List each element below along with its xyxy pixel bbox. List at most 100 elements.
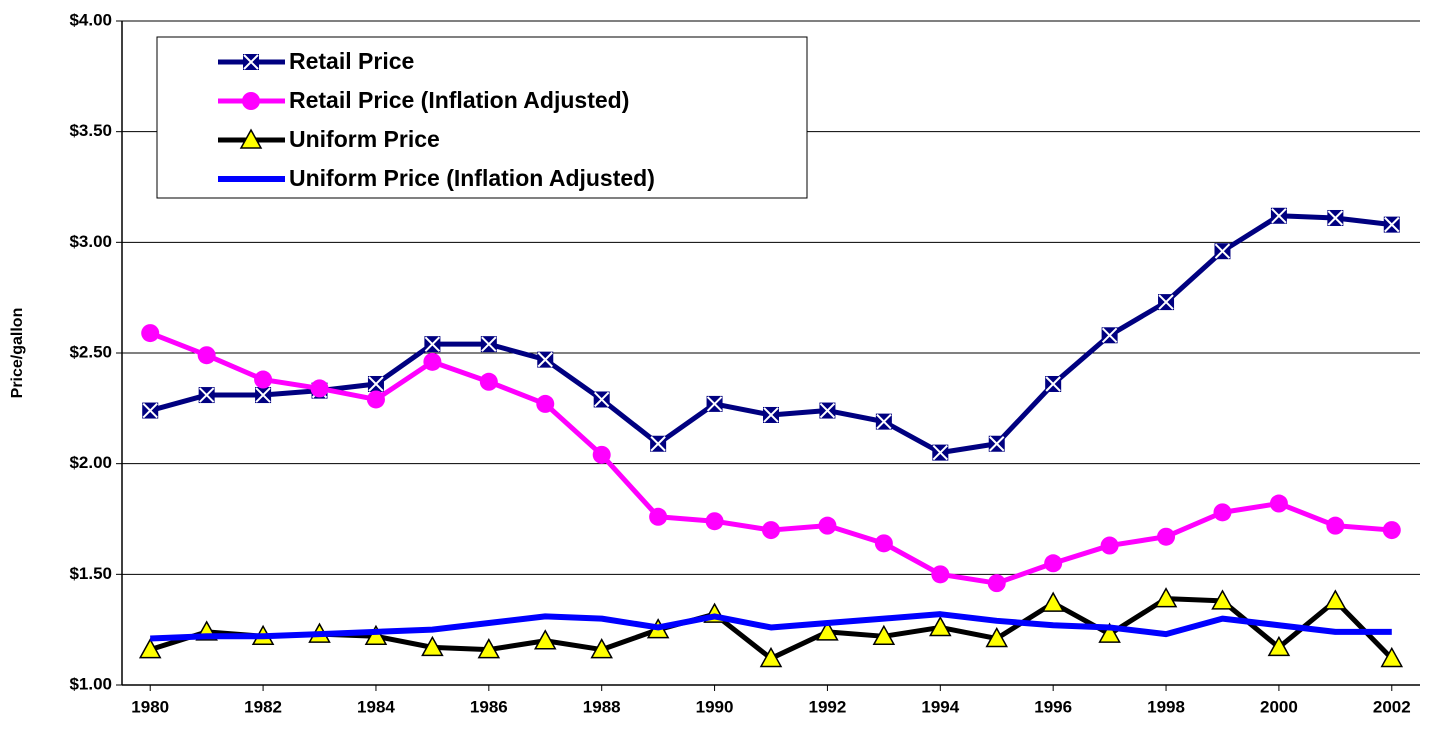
marker-triangle	[1154, 587, 1178, 608]
marker	[763, 406, 779, 423]
marker-dot	[874, 534, 893, 553]
marker	[1211, 589, 1234, 610]
marker	[1044, 554, 1063, 573]
marker	[239, 128, 263, 149]
marker-triangle	[872, 624, 896, 646]
marker	[243, 54, 259, 70]
marker-dot	[242, 92, 260, 110]
marker	[198, 387, 215, 404]
x-tick-label: 1986	[470, 697, 508, 716]
marker	[1327, 209, 1344, 226]
marker	[480, 336, 497, 353]
marker	[1214, 243, 1231, 260]
marker-cross	[593, 391, 610, 408]
marker-triangle	[138, 638, 162, 659]
marker-triangle	[421, 635, 444, 657]
marker-triangle	[1267, 635, 1291, 657]
marker	[421, 635, 444, 657]
marker-cross	[1214, 243, 1231, 259]
marker	[1098, 622, 1121, 643]
x-tick-label: 1990	[696, 697, 734, 716]
x-tick-label: 2002	[1373, 697, 1411, 716]
marker-dot	[1213, 503, 1232, 522]
marker	[985, 626, 1009, 648]
marker-triangle	[364, 624, 388, 646]
marker-cross	[932, 444, 949, 461]
x-tick-label: 1988	[583, 697, 621, 716]
marker-dot	[141, 324, 160, 343]
marker	[536, 394, 555, 413]
y-tick-label: $3.00	[69, 232, 112, 251]
marker	[590, 638, 613, 659]
marker-triangle	[1211, 589, 1234, 610]
marker-triangle	[759, 646, 783, 668]
marker-cross	[368, 376, 384, 392]
marker	[479, 372, 498, 391]
marker	[364, 624, 388, 646]
marker-cross	[1045, 376, 1061, 392]
marker	[1041, 591, 1065, 612]
marker-triangle	[985, 626, 1009, 648]
marker	[423, 352, 442, 371]
series-line	[150, 611, 1392, 642]
marker	[875, 413, 892, 430]
marker	[141, 324, 160, 343]
marker-dot	[762, 521, 780, 540]
marker-cross	[255, 387, 271, 403]
marker	[537, 351, 554, 368]
marker-cross	[989, 436, 1005, 452]
marker-dot	[1269, 494, 1288, 513]
x-tick-label: 1996	[1034, 697, 1072, 716]
marker	[872, 624, 896, 646]
marker	[649, 507, 668, 526]
marker-dot	[1100, 536, 1119, 555]
marker-dot	[1157, 527, 1176, 546]
marker	[929, 615, 952, 637]
marker-triangle	[1098, 622, 1121, 643]
marker	[650, 435, 667, 452]
legend: Retail Price Retail Price (Inflation Adju…	[156, 36, 808, 199]
marker-dot	[479, 372, 498, 391]
marker-dot	[987, 574, 1006, 593]
marker-dot	[310, 379, 329, 398]
marker-cross	[537, 351, 553, 368]
x-tick-label: 1994	[921, 697, 959, 716]
marker-cross	[1101, 327, 1118, 344]
y-tick-label: $3.50	[69, 121, 112, 140]
series-line	[149, 330, 1392, 586]
marker-cross	[1158, 294, 1174, 310]
marker-triangle	[929, 615, 952, 637]
marker	[932, 444, 949, 461]
y-tick-label: $2.00	[69, 453, 112, 472]
marker	[705, 512, 724, 531]
legend-label: Uniform Price (Inflation Adjusted)	[289, 165, 655, 191]
marker-cross	[1384, 216, 1400, 233]
marker	[242, 92, 260, 110]
marker-dot	[649, 507, 668, 526]
marker	[310, 379, 329, 398]
marker	[1100, 536, 1119, 555]
y-tick-label: $1.00	[69, 674, 112, 693]
marker-triangle	[1041, 591, 1065, 612]
y-axis-label: Price/gallon	[9, 308, 26, 399]
marker-cross	[763, 407, 779, 423]
marker	[477, 638, 501, 659]
marker	[1269, 494, 1288, 513]
marker	[1324, 589, 1347, 610]
marker-dot	[197, 346, 216, 365]
marker-cross	[819, 402, 836, 419]
marker	[255, 387, 272, 404]
marker-dot	[254, 370, 273, 389]
marker	[816, 620, 839, 641]
marker	[759, 646, 783, 668]
marker	[197, 346, 216, 365]
marker	[592, 445, 611, 464]
legend-label: Retail Price	[289, 48, 414, 74]
x-tick-label: 1984	[357, 697, 395, 716]
x-tick-label: 1992	[809, 697, 847, 716]
marker-cross	[481, 336, 497, 352]
marker-cross	[1327, 210, 1344, 226]
marker-dot	[1326, 516, 1345, 535]
